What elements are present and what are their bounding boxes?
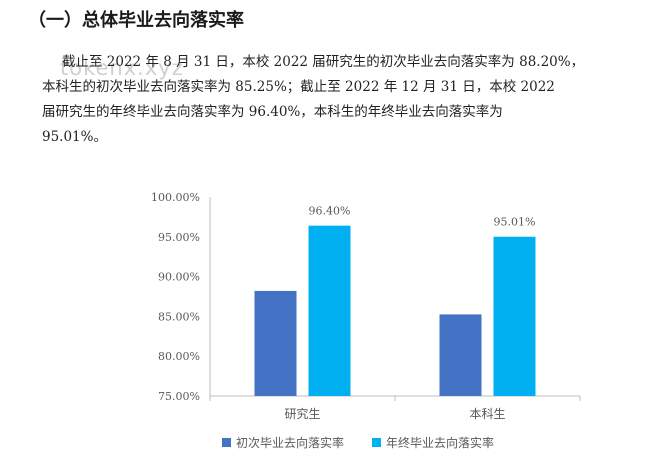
data-label: 95.01% [494, 216, 536, 229]
y-tick-label: 90.00% [158, 271, 200, 284]
paragraph-line-1: 截止至 2022 年 8 月 31 日，本校 2022 届研究生的初次毕业去向落… [62, 54, 585, 70]
bar [308, 225, 351, 396]
y-tick-label: 95.00% [158, 231, 200, 244]
legend-swatch [372, 438, 381, 447]
legend-label: 初次毕业去向落实率 [236, 435, 344, 450]
watermark-text: tokenx.xyz [60, 56, 184, 80]
x-tick-label: 研究生 [284, 406, 320, 421]
data-label: 96.40% [309, 205, 351, 218]
y-tick-label: 80.00% [158, 350, 200, 363]
bar [493, 236, 536, 396]
y-tick-label: 100.00% [151, 191, 200, 204]
paragraph-line-2: 本科生的初次毕业去向落实率为 85.25%；截止至 2022 年 12 月 31… [42, 79, 555, 95]
paragraph-line-3: 届研究生的年终毕业去向落实率为 96.40%，本科生的年终毕业去向落实率为 [42, 104, 503, 120]
legend-swatch [222, 438, 231, 447]
legend-label: 年终毕业去向落实率 [386, 435, 494, 450]
y-tick-label: 75.00% [158, 390, 200, 403]
x-tick-label: 本科生 [469, 407, 505, 421]
section-heading: （一）总体毕业去向落实率 [28, 10, 244, 31]
summary-paragraph: 截止至 2022 年 8 月 31 日，本校 2022 届研究生的初次毕业去向落… [42, 50, 632, 150]
paragraph-line-4: 95.01%。 [42, 129, 107, 145]
bar [439, 314, 482, 396]
bar [254, 290, 297, 396]
y-tick-label: 85.00% [158, 310, 200, 323]
